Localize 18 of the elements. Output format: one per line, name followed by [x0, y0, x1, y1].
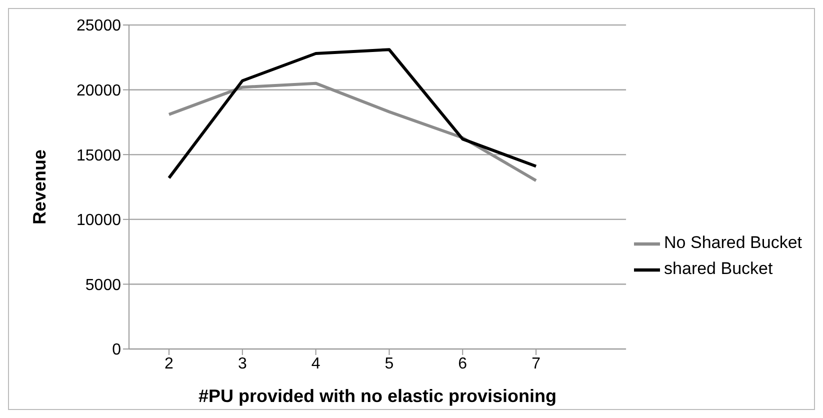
legend-label: shared Bucket [664, 259, 773, 278]
x-tick-label: 4 [311, 355, 320, 372]
x-tick-label: 3 [238, 355, 247, 372]
line-series [168, 82, 538, 182]
x-tick-label: 6 [458, 355, 468, 372]
y-tick-label: 20000 [76, 82, 122, 100]
y-tick-label: 0 [112, 342, 122, 359]
y-tick-label: 15000 [76, 147, 122, 164]
x-tick-label: 5 [384, 355, 394, 372]
x-tick-label: 7 [532, 355, 541, 372]
x-axis-title: #PU provided with no elastic provisioning [198, 386, 557, 406]
y-tick-label: 10000 [76, 212, 122, 230]
line-series [168, 48, 538, 180]
x-tick-label: 2 [164, 355, 174, 372]
y-tick-label: 25000 [76, 18, 122, 35]
y-axis-title: Revenue [29, 149, 50, 225]
y-tick-label: 5000 [85, 276, 122, 294]
legend-label: No Shared Bucket [664, 233, 802, 252]
